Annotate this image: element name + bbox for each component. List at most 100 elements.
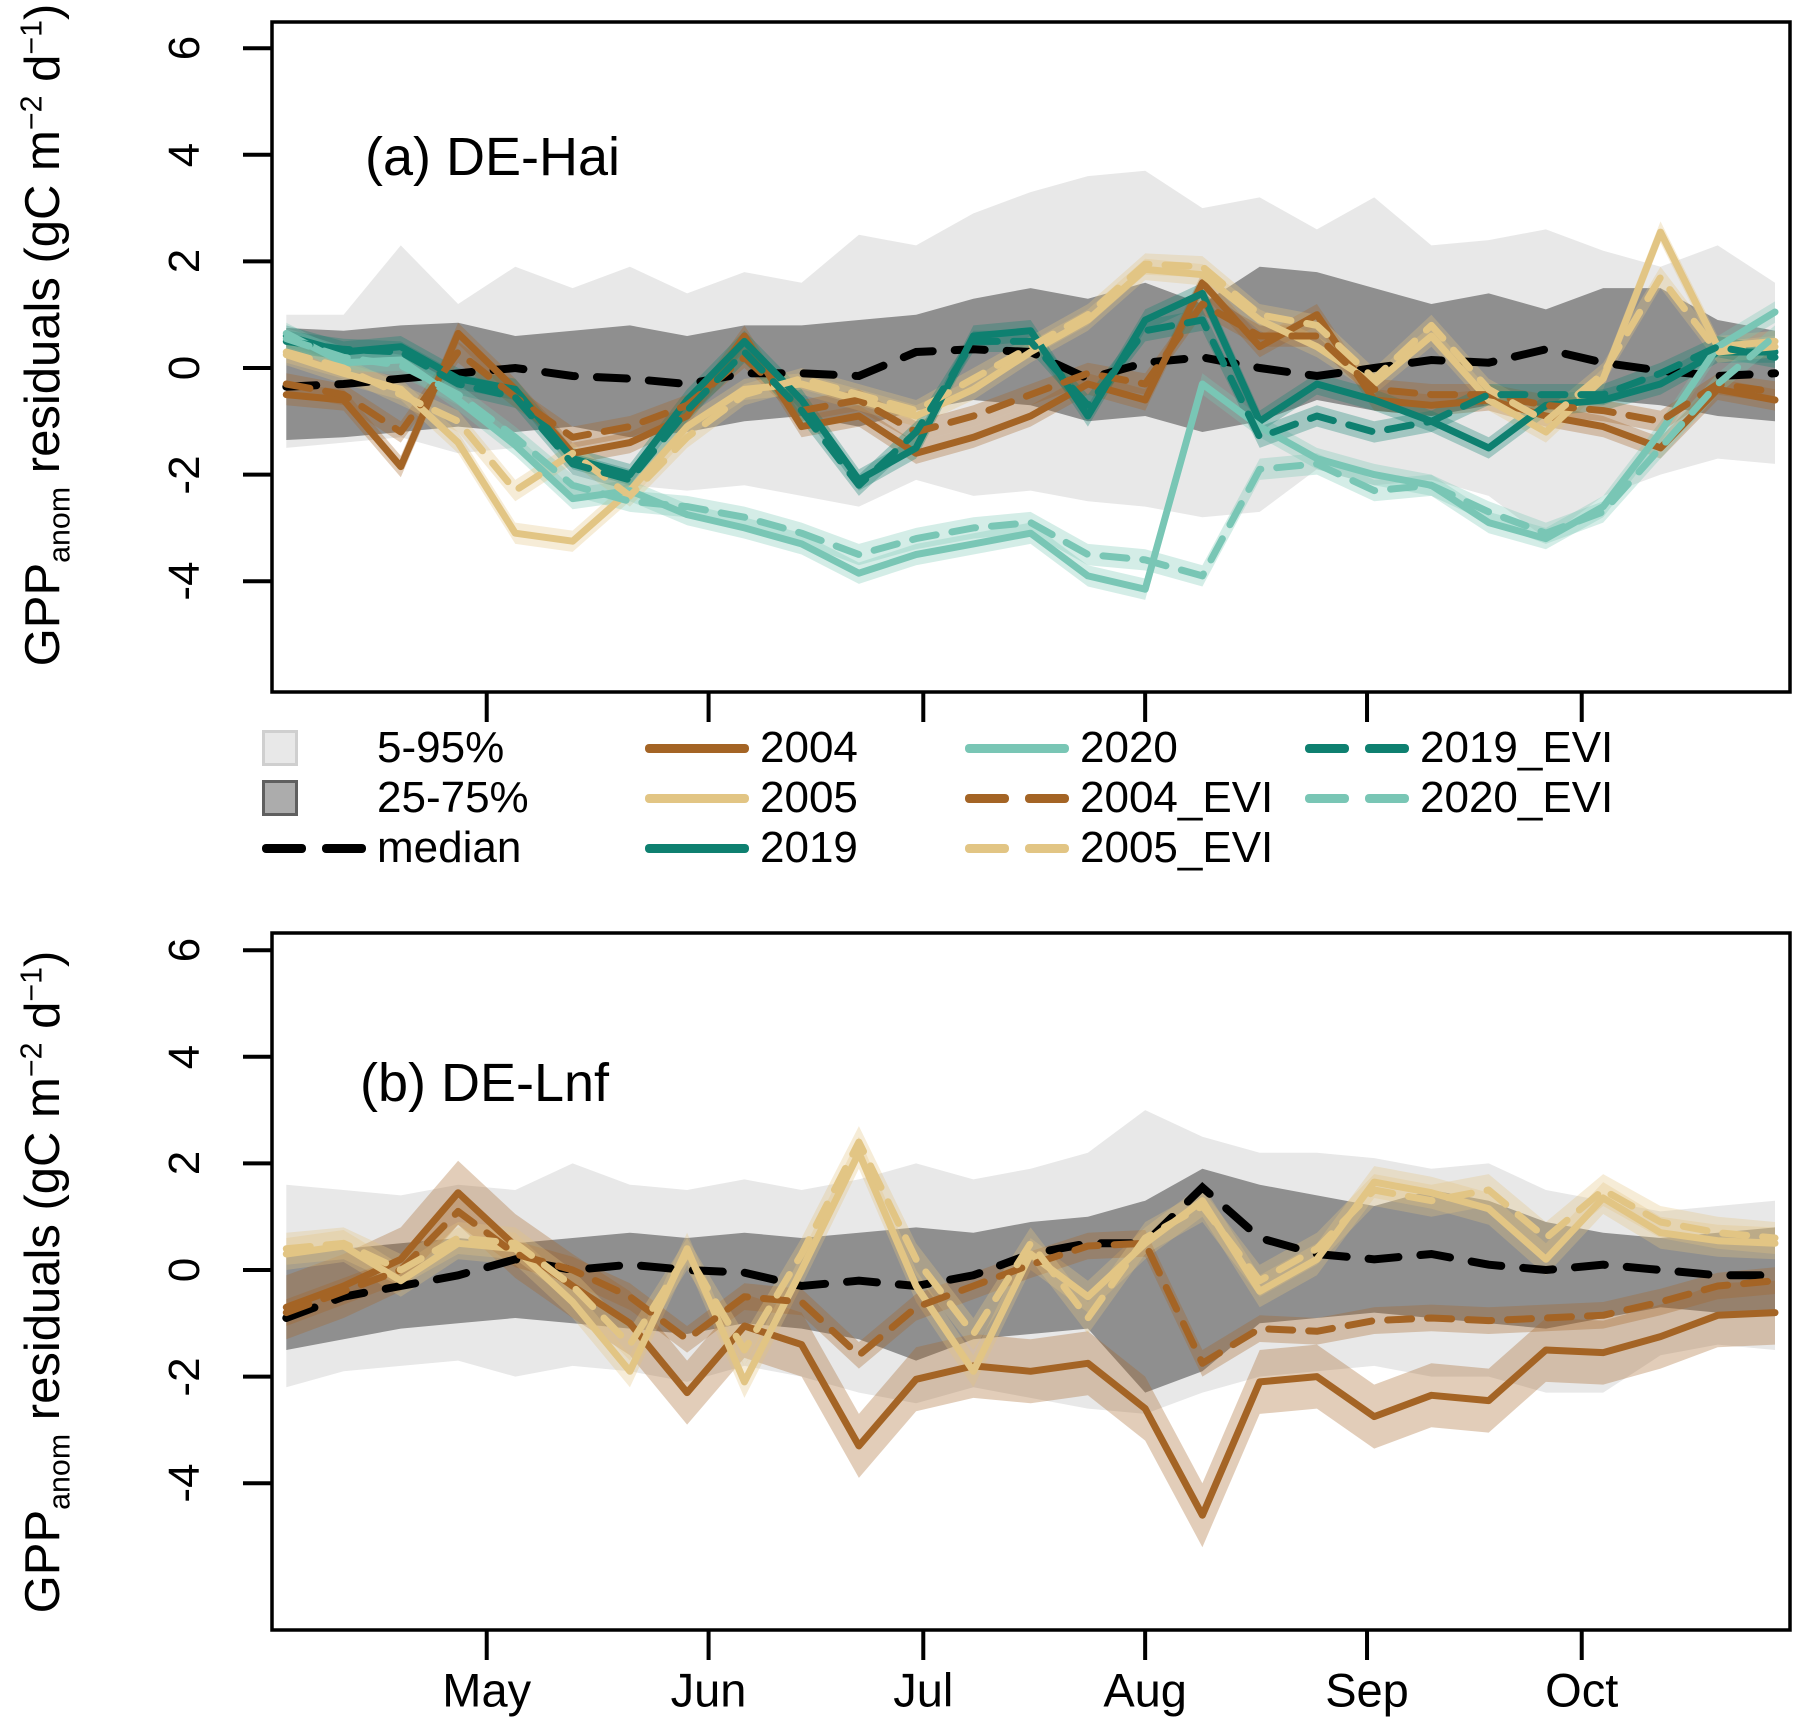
dash-gap: [1009, 794, 1025, 803]
y-tick-label--4-panel-b: -4: [160, 1463, 209, 1503]
panel-a-plot-area: [282, 170, 1779, 600]
dash-gap: [306, 844, 322, 853]
series-2005_EVI-line: [282, 1138, 1779, 1354]
band-25-75: [286, 1168, 1775, 1393]
series-2004_EVI-line: [282, 1207, 1779, 1367]
panel-a-title: (a) DE-Hai: [365, 127, 621, 187]
dash-gap: [1349, 794, 1365, 803]
x-tick-label-Jun: Jun: [670, 1663, 747, 1717]
legend-label: 2020_EVI: [1420, 773, 1614, 822]
series-2005_EVI-line: [282, 260, 1779, 500]
legend-label: 2005: [760, 773, 858, 822]
dashed-line-swatch: [1305, 793, 1409, 803]
legend-label: 2019: [760, 823, 858, 872]
series-2004-envelope: [286, 1160, 1775, 1548]
y-tick-label-0-panel-a: 0: [160, 355, 209, 381]
y-tick-label-2-panel-a: 2: [160, 249, 209, 274]
x-tick-label-Aug: Aug: [1103, 1663, 1187, 1717]
legend-item-2020: 2020: [965, 723, 1273, 773]
legend-label: 2020: [1080, 723, 1178, 772]
legend-column-2: 2004 2005 2019: [645, 723, 858, 873]
quantile-band-swatch: [262, 730, 366, 766]
y-tick-label-4-panel-a: 4: [160, 142, 209, 168]
legend-column-4: 2019_EVI 2020_EVI: [1305, 723, 1613, 823]
legend-label: 25-75%: [377, 773, 529, 822]
dash-color-bar: [322, 843, 366, 853]
y-tick-label-2-panel-b: 2: [160, 1151, 209, 1176]
series-2019_EVI-envelope: [286, 309, 1775, 496]
legend-label: 2019_EVI: [1420, 723, 1614, 772]
legend-item-2019: 2019: [645, 823, 858, 873]
x-tick-label-Jul: Jul: [893, 1663, 954, 1717]
series-2004_EVI-line: [282, 300, 1779, 441]
band-color-box: [262, 780, 298, 816]
dash-color-bar: [1025, 843, 1069, 853]
dashed-line-swatch: [965, 793, 1069, 803]
legend-label: 2004_EVI: [1080, 773, 1274, 822]
legend-item-2004: 2004: [645, 723, 858, 773]
legend-item-2020_EVI: 2020_EVI: [1305, 773, 1613, 823]
y-tick-label-0-panel-b: 0: [160, 1257, 209, 1283]
solid-line-swatch: [965, 743, 1069, 753]
line-color-bar: [965, 743, 1069, 753]
dash-color-bar: [262, 843, 306, 853]
solid-line-swatch: [645, 793, 749, 803]
dash-gap: [1349, 744, 1365, 753]
legend-item-5-95%: 5-95%: [262, 723, 529, 773]
y-tick-label-4-panel-b: 4: [160, 1044, 209, 1070]
y-tick-label--2-panel-b: -2: [160, 1357, 209, 1397]
solid-line-swatch: [645, 843, 749, 853]
panel-b-box: [270, 931, 1792, 1632]
dash-color-bar: [1365, 743, 1409, 753]
quantile-band-swatch: [262, 780, 366, 816]
dash-color-bar: [1025, 793, 1069, 803]
panel-b-title: (b) DE-Lnf: [360, 1053, 610, 1113]
dashed-line-swatch: [1305, 743, 1409, 753]
dashed-line-swatch: [262, 843, 366, 853]
x-tick-label-Sep: Sep: [1325, 1663, 1409, 1717]
line-color-bar: [645, 743, 749, 753]
y-tick-label--2-panel-a: -2: [160, 455, 209, 495]
line-color-bar: [645, 843, 749, 853]
legend-label: 2004: [760, 723, 858, 772]
legend-label: 5-95%: [377, 723, 505, 772]
legend-item-2019_EVI: 2019_EVI: [1305, 723, 1613, 773]
band-color-box: [262, 730, 298, 766]
solid-line-swatch: [645, 743, 749, 753]
series-2020-envelope: [286, 301, 1775, 600]
series-2020_EVI-line: [282, 332, 1779, 580]
dash-color-bar: [1305, 743, 1349, 753]
y-tick-label-6-panel-a: 6: [160, 35, 209, 61]
legend-item-2005_EVI: 2005_EVI: [965, 823, 1273, 873]
panel-a-box: [270, 20, 1792, 694]
legend-item-25-75%: 25-75%: [262, 773, 529, 823]
series-2019_EVI-line: [282, 316, 1779, 489]
dash-color-bar: [965, 793, 1009, 803]
y-tick-label--4-panel-a: -4: [160, 561, 209, 601]
dash-color-bar: [965, 843, 1009, 853]
series-2020-line: [282, 308, 1779, 593]
dashed-line-swatch: [965, 843, 1069, 853]
y-axis-label-panel-a: GPPanom residuals (gC m−2 d−1): [14, 3, 77, 667]
dash-color-bar: [1305, 793, 1349, 803]
legend-column-1: 5-95% 25-75% median: [262, 723, 529, 873]
series-2004_EVI-envelope: [286, 1198, 1775, 1377]
series-2005-line: [282, 1149, 1779, 1386]
legend-column-3: 2020 2004_EVI 2005_EVI: [965, 723, 1273, 873]
dash-color-bar: [1365, 793, 1409, 803]
x-tick-label-May: May: [442, 1663, 532, 1717]
y-axis-label-panel-b: GPPanom residuals (gC m−2 d−1): [14, 950, 77, 1614]
line-color-bar: [645, 793, 749, 803]
series-2004_EVI-envelope: [286, 293, 1775, 448]
panel-b-plot-area: [282, 1110, 1779, 1548]
x-tick-label-Oct: Oct: [1545, 1663, 1619, 1717]
legend-label: 2005_EVI: [1080, 823, 1274, 872]
series-2005-envelope: [286, 1136, 1775, 1398]
legend-item-median: median: [262, 823, 529, 873]
y-tick-label-6-panel-b: 6: [160, 937, 209, 963]
legend-item-2005: 2005: [645, 773, 858, 823]
dash-gap: [1009, 844, 1025, 853]
legend-label: median: [377, 823, 522, 872]
